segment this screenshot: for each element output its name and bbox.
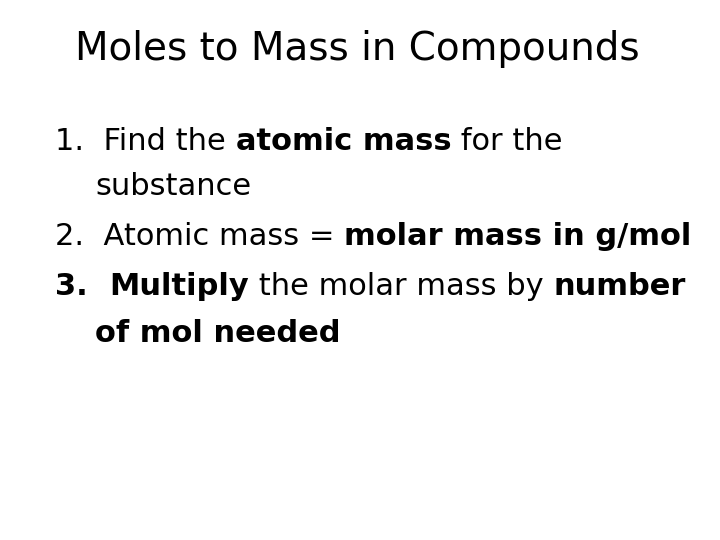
Text: the molar mass by: the molar mass by — [248, 272, 553, 301]
Text: 1.  Find the: 1. Find the — [55, 127, 235, 156]
Text: for the: for the — [451, 127, 562, 156]
Text: 3.: 3. — [55, 272, 109, 301]
Text: molar mass in g/mol: molar mass in g/mol — [344, 222, 692, 251]
Text: substance: substance — [95, 172, 251, 201]
Text: of mol needed: of mol needed — [95, 319, 341, 348]
Text: 2.  Atomic mass =: 2. Atomic mass = — [55, 222, 344, 251]
Text: Moles to Mass in Compounds: Moles to Mass in Compounds — [75, 30, 639, 68]
Text: Multiply: Multiply — [109, 272, 248, 301]
Text: number: number — [553, 272, 685, 301]
Text: atomic mass: atomic mass — [235, 127, 451, 156]
